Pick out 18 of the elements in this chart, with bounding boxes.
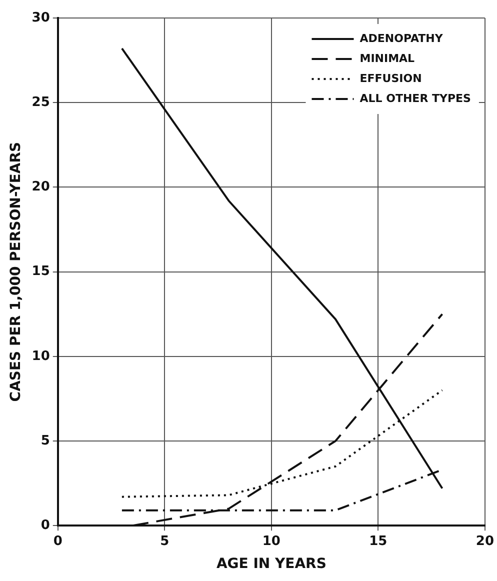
y-tick-label: 20 bbox=[32, 180, 50, 195]
x-tick-label: 15 bbox=[369, 534, 388, 549]
legend-label: ADENOPATHY bbox=[360, 32, 444, 45]
y-tick-label: 0 bbox=[40, 518, 50, 533]
x-axis-title: AGE IN YEARS bbox=[216, 556, 326, 572]
legend-label: MINIMAL bbox=[360, 52, 415, 65]
x-tick-label: 20 bbox=[476, 534, 494, 549]
x-tick-label: 5 bbox=[160, 534, 170, 549]
y-tick-label: 30 bbox=[32, 10, 50, 26]
y-tick-label: 5 bbox=[40, 433, 50, 448]
legend-label: EFFUSION bbox=[360, 72, 422, 85]
y-tick-label: 10 bbox=[32, 348, 50, 364]
y-axis-title: CASES PER 1,000 PERSON-YEARS bbox=[8, 142, 24, 402]
x-tick-label: 0 bbox=[53, 534, 62, 549]
x-tick-label: 10 bbox=[262, 534, 280, 549]
y-tick-label: 25 bbox=[32, 94, 50, 110]
y-tick-label: 15 bbox=[32, 264, 50, 280]
legend-label: ALL OTHER TYPES bbox=[360, 92, 472, 105]
